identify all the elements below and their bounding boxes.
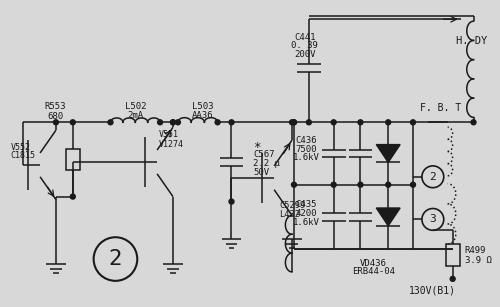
Text: 0. 39: 0. 39 [292,41,318,50]
Bar [446,244,460,266]
Text: L502: L502 [124,102,146,111]
Bar [66,149,80,170]
Text: L432: L432 [279,210,300,219]
Text: 7500: 7500 [295,145,316,154]
Text: 3: 3 [430,214,436,224]
Text: C5299: C5299 [279,201,305,210]
Circle shape [410,182,416,187]
Text: 4200: 4200 [295,209,316,218]
Circle shape [215,120,220,125]
Text: V1274: V1274 [159,140,184,149]
Text: ERB44-04: ERB44-04 [352,267,395,276]
Text: C435: C435 [295,200,316,209]
Circle shape [290,120,294,125]
Text: V552: V552 [10,142,30,152]
Text: F. B. T: F. B. T [420,103,461,113]
Circle shape [358,120,363,125]
Circle shape [292,120,296,125]
Circle shape [292,120,296,125]
Text: R553: R553 [44,102,66,111]
Text: H. DY: H. DY [456,36,487,46]
Text: L503: L503 [192,102,214,111]
Circle shape [229,199,234,204]
Text: 3.9 Ω: 3.9 Ω [464,255,491,265]
Circle shape [292,182,296,187]
Text: 1.6kV: 1.6kV [292,218,320,227]
Text: C441: C441 [294,33,316,41]
Polygon shape [376,208,400,226]
Text: C567: C567 [254,150,275,159]
Circle shape [471,120,476,125]
Text: 200V: 200V [294,50,316,59]
Text: 1.6kV: 1.6kV [292,154,320,162]
Text: C1815: C1815 [10,151,35,161]
Text: 2.2 μ: 2.2 μ [254,159,280,169]
Circle shape [306,120,312,125]
Circle shape [158,120,162,125]
Circle shape [386,120,390,125]
Text: V551: V551 [159,130,179,139]
Circle shape [229,120,234,125]
Text: 2: 2 [109,249,122,269]
Circle shape [331,182,336,187]
Circle shape [170,120,175,125]
Text: 130V(B1): 130V(B1) [410,286,457,296]
Circle shape [410,120,416,125]
Text: C436: C436 [295,136,316,145]
Text: AA36: AA36 [192,111,214,120]
Circle shape [331,120,336,125]
Text: 2: 2 [430,172,436,182]
Circle shape [386,182,390,187]
Circle shape [450,276,455,281]
Circle shape [170,120,175,125]
Text: 50V: 50V [254,168,270,177]
Text: *: * [254,141,261,154]
Text: 2mA: 2mA [127,111,144,120]
Circle shape [70,194,76,199]
Circle shape [176,120,180,125]
Circle shape [54,120,59,125]
Text: R499: R499 [464,246,486,255]
Circle shape [108,120,113,125]
Text: 680: 680 [47,112,63,121]
Polygon shape [376,145,400,162]
Text: VD436: VD436 [360,258,387,267]
Circle shape [358,182,363,187]
Circle shape [70,120,76,125]
